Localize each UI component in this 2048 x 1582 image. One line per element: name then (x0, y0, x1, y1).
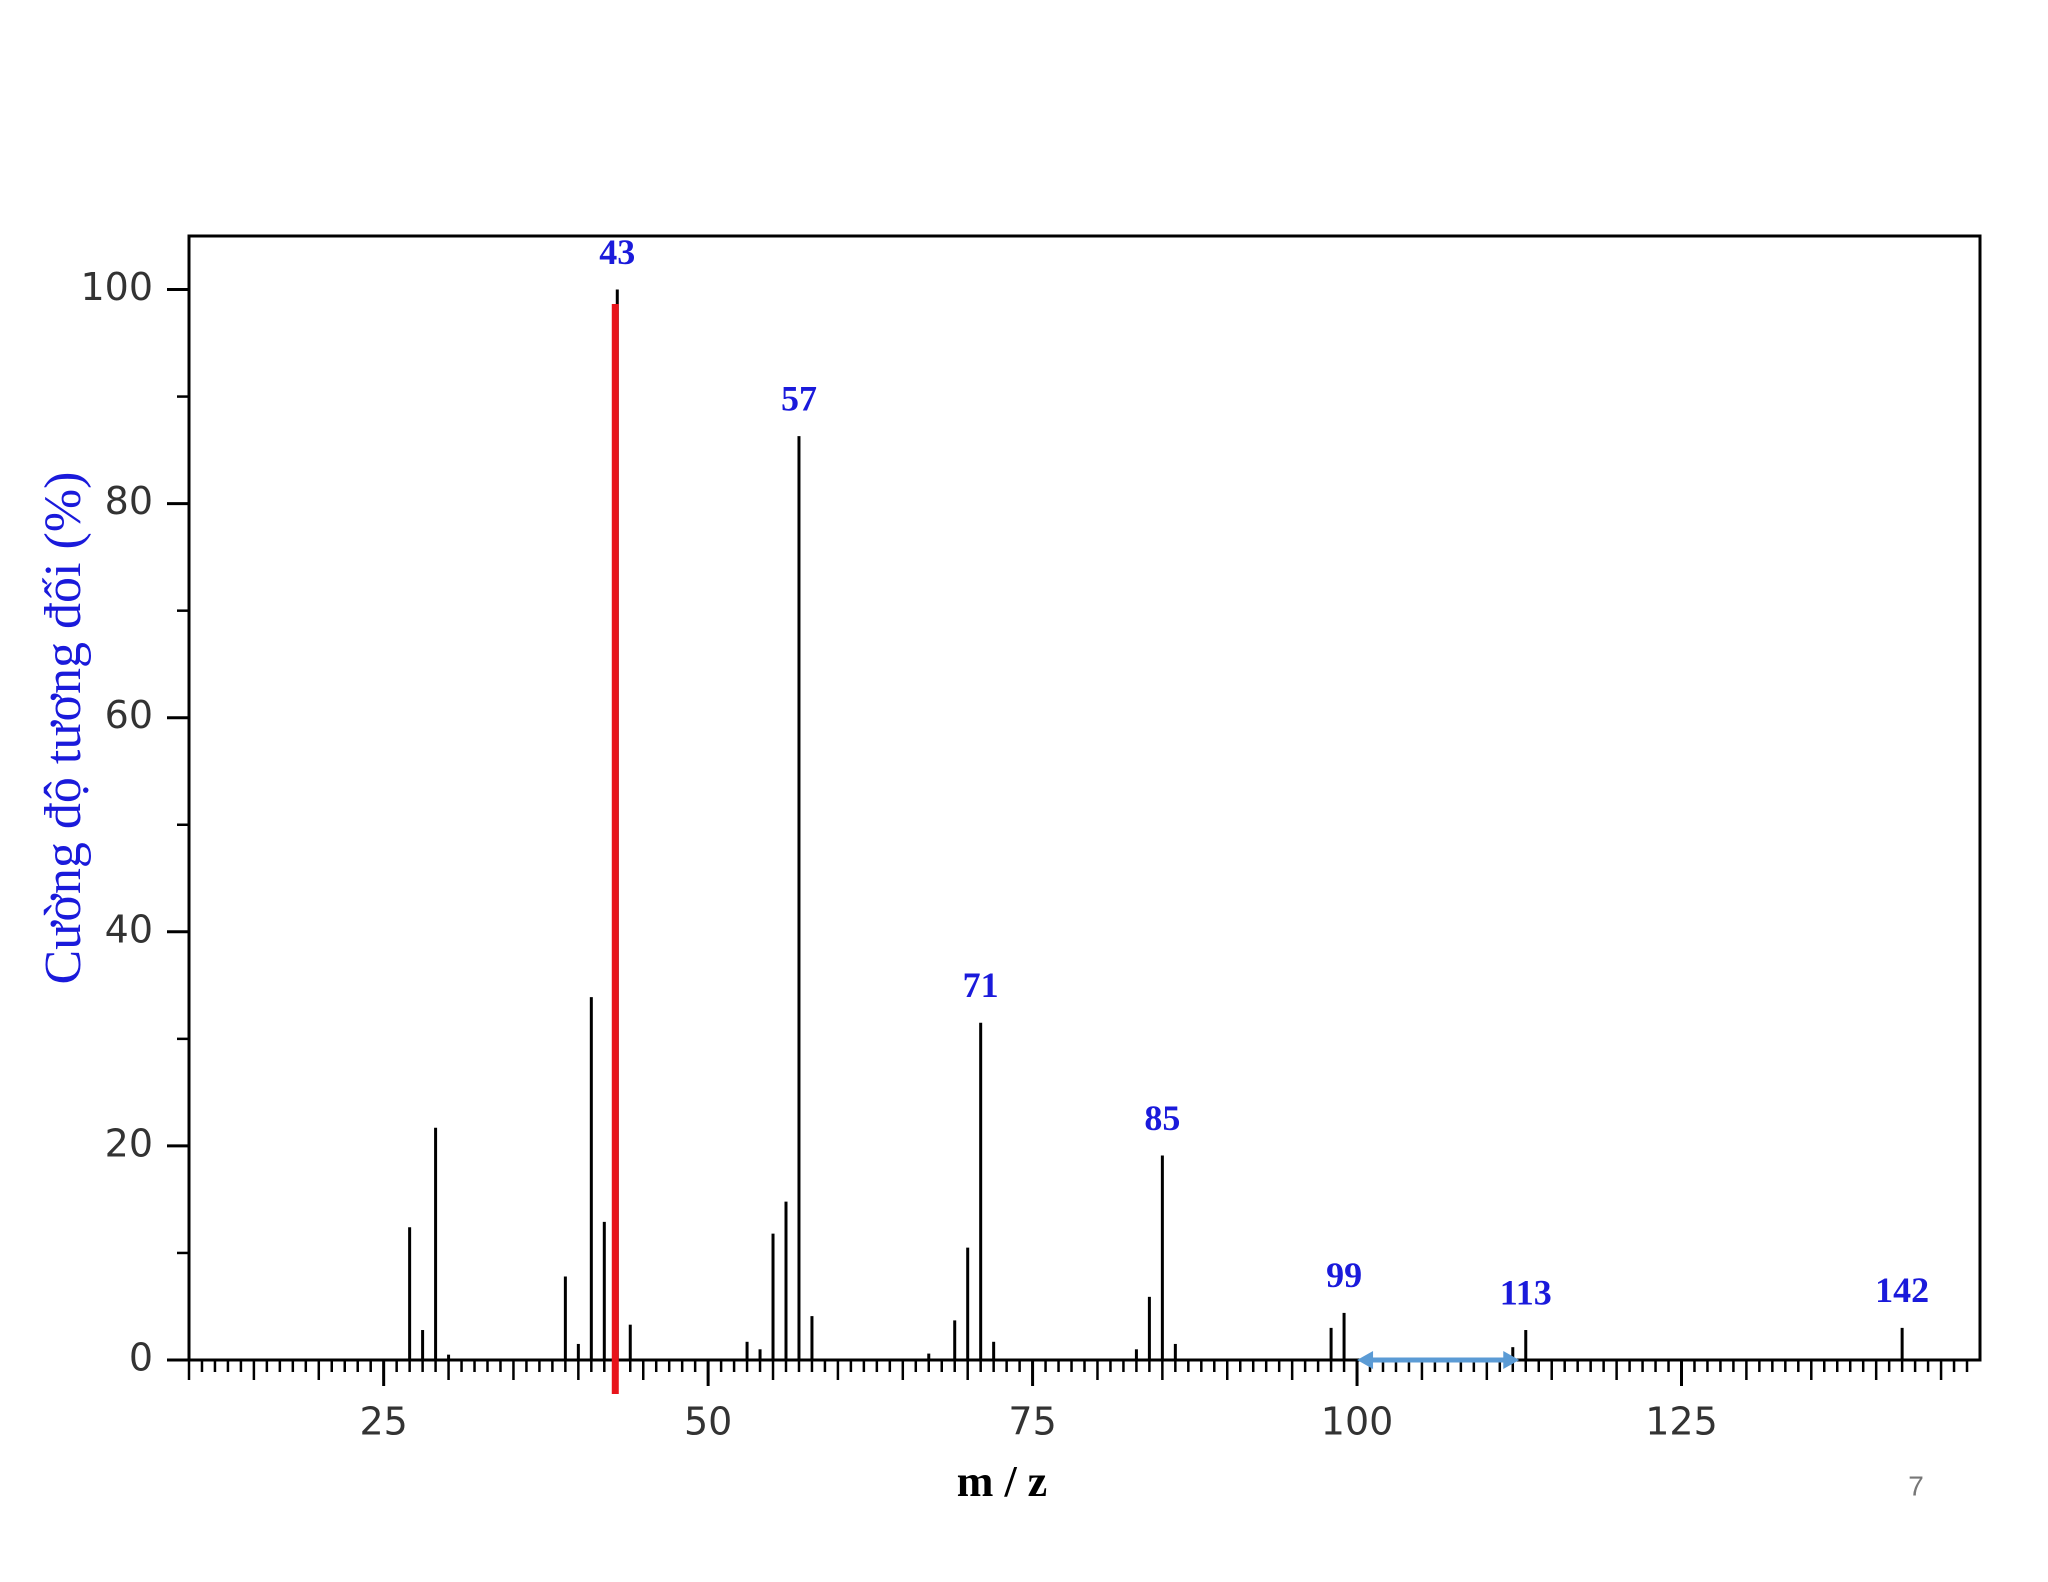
peak-label: 85 (1144, 1098, 1180, 1138)
peak-label: 142 (1875, 1270, 1929, 1310)
x-axis-label: m / z (957, 1457, 1047, 1506)
y-tick-label: 40 (105, 907, 153, 951)
x-tick-label: 50 (684, 1400, 732, 1444)
y-tick-label: 0 (129, 1336, 153, 1380)
x-tick-label: 75 (1008, 1400, 1056, 1444)
plot-frame (187, 234, 1982, 1362)
y-tick-label: 100 (80, 265, 153, 309)
peak-label: 57 (781, 378, 817, 418)
peak-label: 113 (1500, 1272, 1552, 1312)
y-tick-label: 60 (105, 693, 153, 737)
x-tick-label: 100 (1321, 1400, 1394, 1444)
x-tick-label: 25 (359, 1400, 407, 1444)
peak-label: 99 (1326, 1255, 1362, 1295)
y-tick-label: 20 (105, 1121, 153, 1165)
x-tick-label: 125 (1645, 1400, 1718, 1444)
y-axis-label: Cường độ tương đối (%) (35, 472, 92, 985)
peak-label: 71 (963, 965, 999, 1005)
y-tick-label: 80 (105, 479, 153, 523)
page-number: 7 (1908, 1470, 1924, 1501)
peak-label: 43 (599, 232, 635, 272)
